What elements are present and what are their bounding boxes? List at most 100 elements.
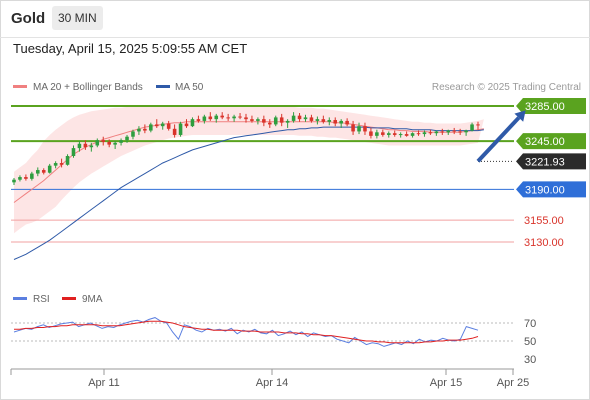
candle-body	[53, 163, 58, 166]
ma50-line	[13, 126, 484, 260]
candle-body	[422, 132, 427, 135]
candle-body	[262, 119, 266, 123]
candle-body	[154, 124, 159, 127]
x-label-Apr 14: Apr 14	[256, 377, 288, 389]
candle-body	[30, 173, 34, 179]
candle-body	[113, 142, 117, 145]
candle-body	[202, 116, 207, 121]
candle-body	[279, 117, 284, 123]
candle-body	[273, 117, 278, 125]
candle-body	[131, 131, 135, 137]
level-label-3155.00: 3155.00	[524, 215, 564, 227]
candle-body	[143, 128, 147, 131]
candle-body	[458, 131, 462, 133]
header-bar: Gold 30 MIN	[0, 0, 590, 38]
candle-body	[166, 123, 171, 129]
candle-body	[77, 143, 82, 149]
candle-body	[327, 120, 332, 122]
candle-body	[321, 119, 326, 122]
candle-body	[268, 122, 272, 125]
forecast-arrow-shaft	[476, 116, 521, 163]
candle-body	[18, 177, 22, 180]
candle-body	[89, 145, 94, 148]
candle-body	[137, 128, 141, 132]
rsi-line	[13, 317, 479, 347]
candle-body	[386, 133, 391, 135]
candle-body	[196, 119, 201, 121]
candle-body	[309, 117, 314, 121]
credit-text: Research © 2025 Trading Central	[432, 82, 581, 93]
candle-body	[226, 117, 230, 119]
level-label-3245.00: 3245.00	[525, 136, 565, 148]
asset-title: Gold	[11, 10, 46, 27]
legend-ma20: MA 20 + Bollinger Bands	[33, 82, 143, 93]
candle-body	[297, 115, 302, 120]
candle-body	[303, 117, 308, 120]
candle-body	[208, 116, 213, 120]
candle-body	[398, 134, 403, 136]
ma20-line	[13, 121, 484, 203]
candle-body	[41, 170, 46, 173]
rsi-ma-line	[14, 320, 479, 344]
level-tag-3245.00	[516, 133, 586, 150]
candle-body	[24, 177, 28, 179]
legend-ma50: MA 50	[175, 82, 204, 93]
last-price-label: 3221.93	[525, 156, 565, 168]
level-label-3285.00: 3285.00	[525, 101, 565, 113]
candle-body	[47, 165, 52, 173]
candle-body	[351, 124, 355, 132]
candle-body	[339, 120, 343, 124]
x-label-Apr 25: Apr 25	[497, 377, 529, 389]
candle-body	[476, 124, 480, 126]
bollinger-band	[14, 106, 484, 234]
candle-body	[250, 119, 254, 121]
candle-body	[160, 123, 165, 127]
candle-body	[119, 140, 123, 143]
candle-body	[416, 133, 421, 135]
candle-body	[107, 141, 111, 145]
candle-body	[291, 115, 296, 121]
candle-body	[65, 156, 70, 165]
candle-body	[83, 143, 88, 148]
candle-body	[392, 133, 397, 135]
level-label-3130.00: 3130.00	[524, 237, 564, 249]
candle-body	[381, 132, 385, 135]
legend-rsi: RSI	[33, 294, 50, 305]
candle-body	[440, 131, 445, 133]
candle-body	[238, 116, 242, 118]
forecast-arrow-head	[514, 110, 526, 122]
rsi-tick-70: 70	[524, 318, 536, 330]
level-label-3190.00: 3190.00	[525, 184, 565, 196]
candle-body	[404, 134, 409, 136]
candle-body	[172, 128, 177, 135]
candle-body	[95, 140, 100, 146]
legend-swatch-ma50	[156, 85, 170, 88]
candle-body	[315, 119, 320, 121]
candle-body	[285, 120, 290, 123]
timestamp: Tuesday, April 15, 2025 5:09:55 AM CET	[13, 41, 248, 56]
candle-body	[244, 117, 248, 120]
candle-body	[357, 126, 361, 132]
candle-body	[369, 131, 373, 136]
last-price-tag	[516, 153, 586, 170]
candle-body	[256, 119, 260, 121]
legend-9ma: 9MA	[82, 294, 103, 305]
timeframe-badge[interactable]: 30 MIN	[52, 6, 103, 30]
candle-body	[149, 124, 153, 131]
candle-body	[36, 170, 40, 174]
rsi-tick-50: 50	[524, 336, 536, 348]
level-tag-3190.00	[516, 181, 586, 198]
candle-body	[464, 130, 468, 133]
legend-swatch-rsi	[13, 297, 27, 300]
candle-body	[333, 120, 338, 124]
candle-body	[12, 179, 16, 183]
candle-body	[363, 126, 367, 132]
legend-swatch-9ma	[62, 297, 76, 300]
candle-body	[59, 163, 64, 165]
candle-body	[434, 131, 439, 134]
candle-body	[101, 140, 106, 142]
legend-swatch-ma20	[13, 85, 27, 88]
candle-body	[470, 124, 474, 131]
x-label-Apr 15: Apr 15	[430, 377, 462, 389]
